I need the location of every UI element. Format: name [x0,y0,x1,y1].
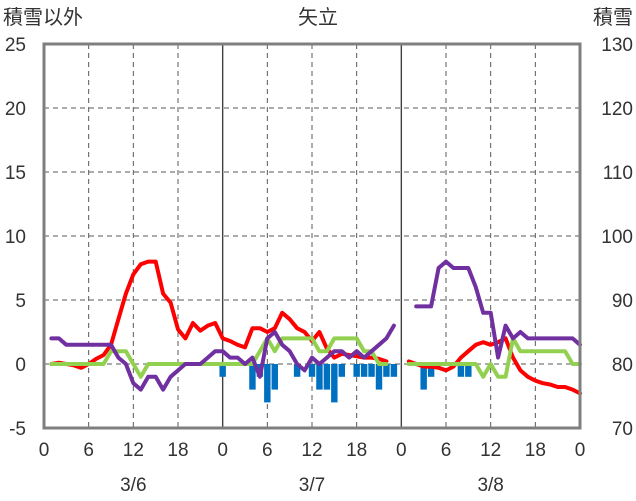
date-label: 3/8 [477,475,503,496]
x-tick-label: 18 [167,440,188,461]
precip-bar [331,364,338,403]
precip-bar [390,364,398,377]
y-ticks-right: 70 80 90 100 110 120 130 [601,35,633,440]
precip-bar [375,364,383,390]
x-tick-label: 12 [301,440,322,461]
precip-bar [427,364,435,377]
y-tick-label-left: 15 [5,163,26,184]
y-tick-label-left: 0 [15,355,26,376]
y-tick-label-right: 90 [612,291,633,312]
y-tick-label-right: 80 [612,355,633,376]
x-ticks: 0 6 12 18 0 6 12 18 0 6 12 18 0 [39,440,586,461]
bar-series [219,364,472,403]
precip-bar [383,364,390,377]
y-tick-label-right: 120 [601,99,633,120]
precip-bar [338,364,345,377]
x-tick-label: 0 [396,440,407,461]
line-series [49,259,582,396]
x-tick-label: 0 [39,440,50,461]
precip-bar [219,364,226,377]
precip-bar [360,364,368,377]
precip-bar [368,364,375,377]
x-tick-label: 6 [262,440,273,461]
x-tick-label: 6 [441,440,452,461]
y-tick-label-left: 20 [5,99,26,120]
x-tick-label: 18 [346,440,367,461]
date-labels: 3/6 3/7 3/8 [120,475,504,496]
y-tick-label-left: 10 [5,227,26,248]
x-tick-label: 6 [83,440,94,461]
y-tick-label-left: -5 [9,419,26,440]
precip-bar [293,364,301,377]
chart-title: 矢立 [298,5,338,29]
precip-bar [271,364,278,390]
x-tick-label: 12 [480,440,501,461]
right-axis-label: 積雪 [593,5,633,29]
precip-bar [264,364,271,403]
y-tick-label-left: 5 [15,291,26,312]
precip-bar [316,364,323,390]
precip-bar [353,364,360,377]
green-line [49,336,582,379]
precip-bar [323,364,331,390]
y-tick-label-right: 110 [603,163,633,184]
x-tick-label: 0 [575,440,586,461]
purple-line [49,259,582,392]
precip-bar [457,364,465,377]
precip-bar [420,364,427,390]
left-axis-label: 積雪以外 [3,5,83,29]
plot-frame [42,42,582,430]
y-ticks-left: -5 0 5 10 15 20 25 [5,35,26,440]
precip-bar [465,364,472,377]
x-tick-label: 0 [217,440,228,461]
precip-bar [249,364,256,390]
y-tick-label-right: 100 [601,227,633,248]
y-tick-label-right: 130 [601,35,633,56]
y-tick-label-left: 25 [5,35,26,56]
date-label: 3/6 [120,475,146,496]
y-tick-label-right: 70 [612,419,633,440]
x-tick-label: 12 [123,440,144,461]
x-tick-label: 18 [525,440,546,461]
date-label: 3/7 [299,475,325,496]
precip-bar [308,364,316,377]
